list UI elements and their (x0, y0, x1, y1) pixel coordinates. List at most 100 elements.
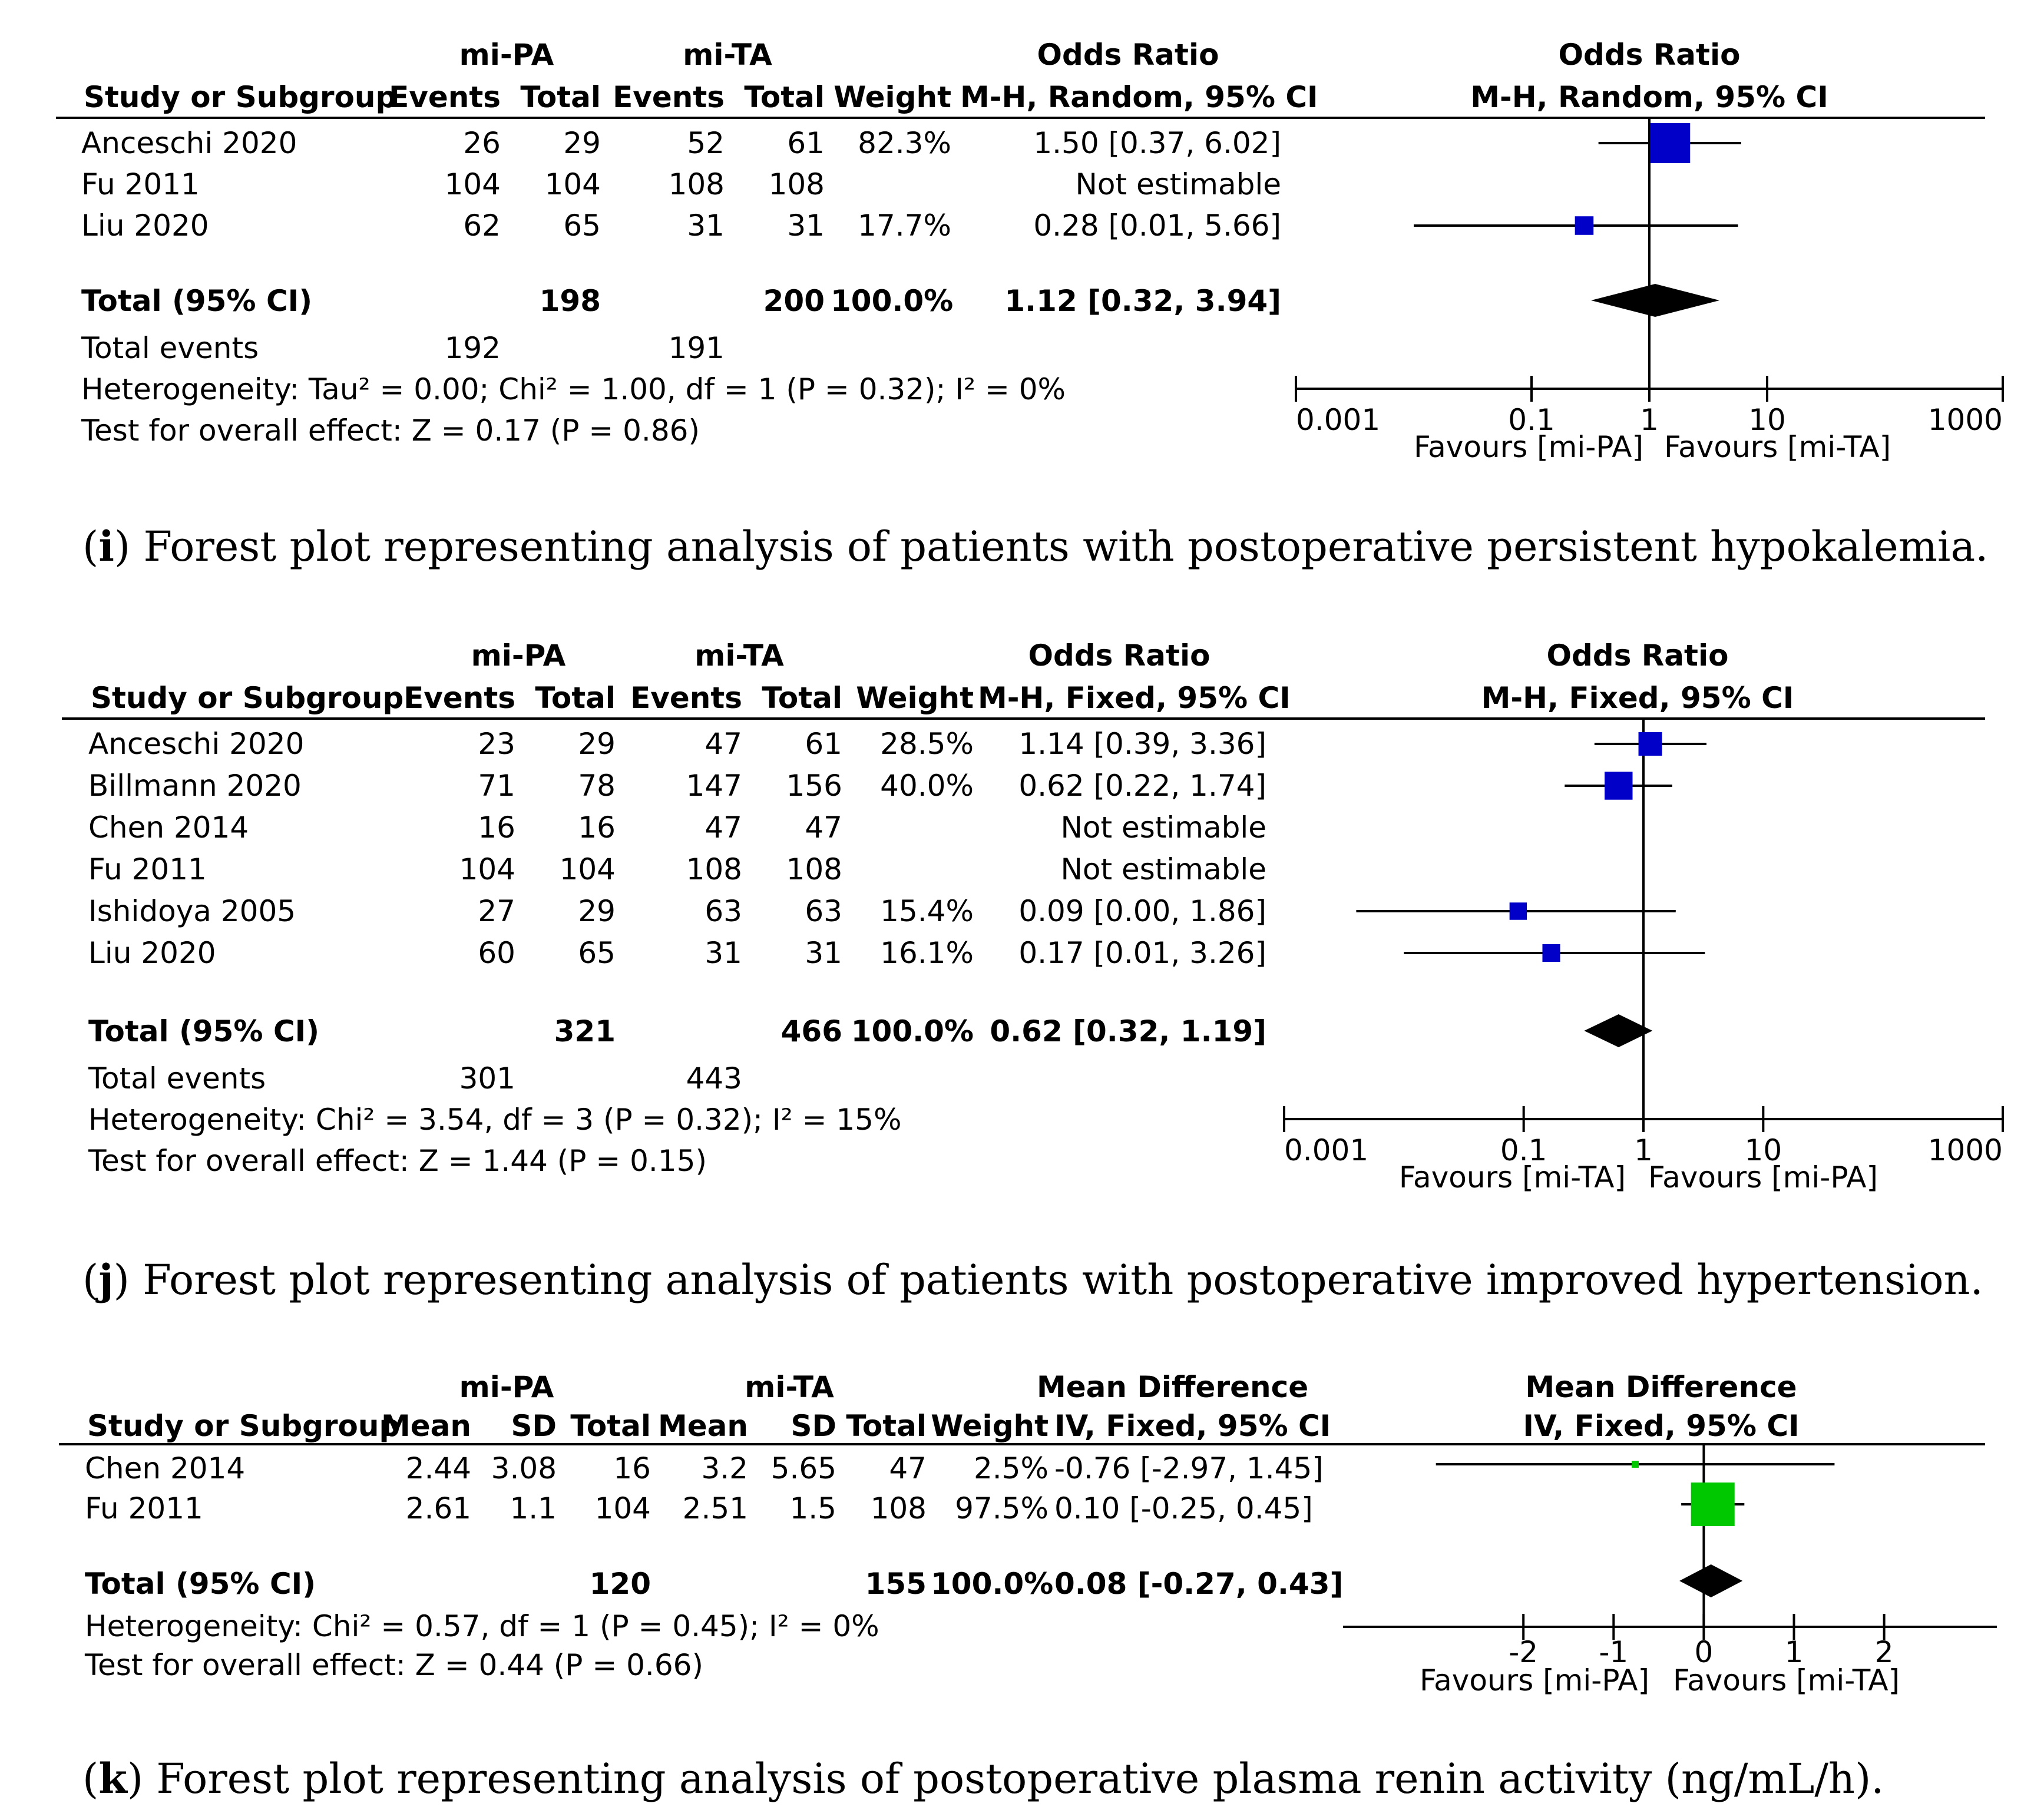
caption-text: Forest plot representing analysis of pat… (143, 522, 1989, 571)
mean2-header: Mean (657, 1409, 748, 1443)
study-name: Liu 2020 (81, 209, 209, 243)
mean2-cell: 2.51 (682, 1491, 748, 1526)
study-estimate-square (1605, 772, 1633, 800)
events2-cell: 47 (705, 727, 742, 761)
x-tick-label: -1 (1599, 1635, 1628, 1669)
weight-cell: 17.7% (858, 209, 951, 243)
group2-label: mi-TA (745, 1370, 834, 1404)
sd2-header: SD (791, 1409, 836, 1443)
mean1-cell: 2.61 (405, 1491, 471, 1526)
total2-cell: 108 (870, 1491, 927, 1526)
total-weight: 100.0% (851, 1014, 974, 1048)
total-ci: 1.12 [0.32, 3.94] (1004, 284, 1281, 318)
favours-left-label: Favours [mi-TA] (1398, 1160, 1626, 1194)
total2-cell: 31 (787, 209, 825, 243)
events2-header: Events (613, 80, 725, 114)
study-estimate-square (1632, 1461, 1639, 1468)
total1-header: Total (520, 80, 601, 114)
caption-label: k (98, 1754, 127, 1803)
events2-cell: 31 (705, 936, 742, 970)
plot-header-top: Mean Difference (1525, 1370, 1797, 1404)
ci-cell: 0.62 [0.22, 1.74] (1018, 769, 1266, 803)
weight-cell: 97.5% (955, 1491, 1049, 1526)
study-name: Fu 2011 (88, 852, 207, 886)
weight-cell: 2.5% (973, 1451, 1049, 1485)
total2-header: Total (744, 80, 825, 114)
mean2-cell: 3.2 (701, 1451, 748, 1485)
caption-k: (k) Forest plot representing analysis of… (82, 1754, 1884, 1803)
caption-text: Forest plot representing analysis of pat… (143, 1256, 1983, 1304)
total1-cell: 16 (613, 1451, 651, 1485)
effect-method-header: M-H, Fixed, 95% CI (978, 681, 1291, 715)
study-name: Liu 2020 (88, 936, 216, 970)
header-rule (56, 117, 1985, 119)
total-events1: 301 (459, 1061, 515, 1096)
study-estimate-square (1575, 216, 1594, 235)
header-rule (59, 1443, 1985, 1445)
total2-cell: 108 (786, 852, 842, 886)
total1-cell: 65 (578, 936, 616, 970)
x-tick-label: 0.1 (1500, 1133, 1547, 1167)
weight-header: Weight (834, 80, 951, 114)
weight-cell: 28.5% (880, 727, 974, 761)
total2-header: Total (846, 1409, 927, 1443)
total-weight: 100.0% (831, 284, 954, 318)
events1-cell: 71 (478, 769, 515, 803)
ci-cell: Not estimable (1060, 810, 1266, 845)
total-events-label: Total events (88, 1061, 266, 1096)
total1-cell: 29 (578, 727, 616, 761)
study-header: Study or Subgroup (91, 681, 404, 715)
events2-header: Events (630, 681, 742, 715)
favours-left-label: Favours [mi-PA] (1414, 430, 1643, 464)
total2-header: Total (762, 681, 842, 715)
study-estimate-square (1638, 732, 1662, 756)
total2-cell: 63 (805, 894, 842, 928)
total1-cell: 29 (578, 894, 616, 928)
group1-label: mi-PA (459, 1370, 554, 1404)
forest-panel-j: mi-PA mi-TA Odds Ratio Odds Ratio Study … (0, 601, 2044, 1196)
group2-label: mi-TA (694, 638, 784, 673)
total1-cell: 104 (559, 852, 616, 886)
total1-cell: 29 (563, 126, 601, 160)
plot-header-top: Odds Ratio (1558, 38, 1741, 72)
x-tick-label: 10 (1748, 403, 1786, 437)
forest-plot-area: -2 -1 0 1 2 (1343, 1444, 1997, 1669)
caption-j: (j) Forest plot representing analysis of… (82, 1255, 1983, 1304)
forest-plot-area: 0.001 0.1 1 10 1000 (1283, 719, 2004, 1167)
group1-label: mi-PA (471, 638, 566, 673)
overall-effect-text: Test for overall effect: Z = 0.17 (P = 0… (81, 413, 700, 448)
x-tick-label: 1 (1785, 1635, 1804, 1669)
total2-cell: 156 (786, 769, 842, 803)
effect-header-top: Odds Ratio (1028, 638, 1210, 673)
caption-i: (i) Forest plot representing analysis of… (82, 522, 1989, 571)
pooled-estimate-diamond (1679, 1564, 1743, 1597)
total-events2: 443 (686, 1061, 742, 1096)
total-ci: 0.08 [-0.27, 0.43] (1054, 1567, 1344, 1601)
total-events1: 192 (444, 331, 501, 365)
effect-header-top: Odds Ratio (1037, 38, 1219, 72)
ci-cell: Not estimable (1075, 167, 1281, 201)
plot-method-header: IV, Fixed, 95% CI (1523, 1409, 1800, 1443)
study-name: Anceschi 2020 (88, 727, 305, 761)
favours-right-label: Favours [mi-PA] (1648, 1160, 1878, 1194)
plot-method-header: M-H, Random, 95% CI (1470, 80, 1828, 114)
total-label: Total (95% CI) (85, 1567, 316, 1601)
plot-method-header: M-H, Fixed, 95% CI (1481, 681, 1794, 715)
total1-sum: 198 (539, 284, 601, 318)
effect-method-header: M-H, Random, 95% CI (960, 80, 1318, 114)
study-estimate-square (1691, 1482, 1735, 1527)
effect-method-header: IV, Fixed, 95% CI (1054, 1409, 1331, 1443)
ci-cell: 1.50 [0.37, 6.02] (1033, 126, 1281, 160)
sd1-header: SD (511, 1409, 557, 1443)
events1-header: Events (403, 681, 515, 715)
total1-header: Total (570, 1409, 651, 1443)
total2-cell: 108 (768, 167, 825, 201)
events1-cell: 104 (459, 852, 515, 886)
study-estimate-square (1509, 902, 1527, 920)
total2-cell: 47 (889, 1451, 927, 1485)
sd1-cell: 3.08 (491, 1451, 557, 1485)
header-rule (62, 717, 1985, 720)
forest-panel-i: mi-PA mi-TA Odds Ratio Odds Ratio Study … (0, 0, 2044, 595)
events1-cell: 27 (478, 894, 515, 928)
total-label: Total (95% CI) (88, 1014, 320, 1048)
